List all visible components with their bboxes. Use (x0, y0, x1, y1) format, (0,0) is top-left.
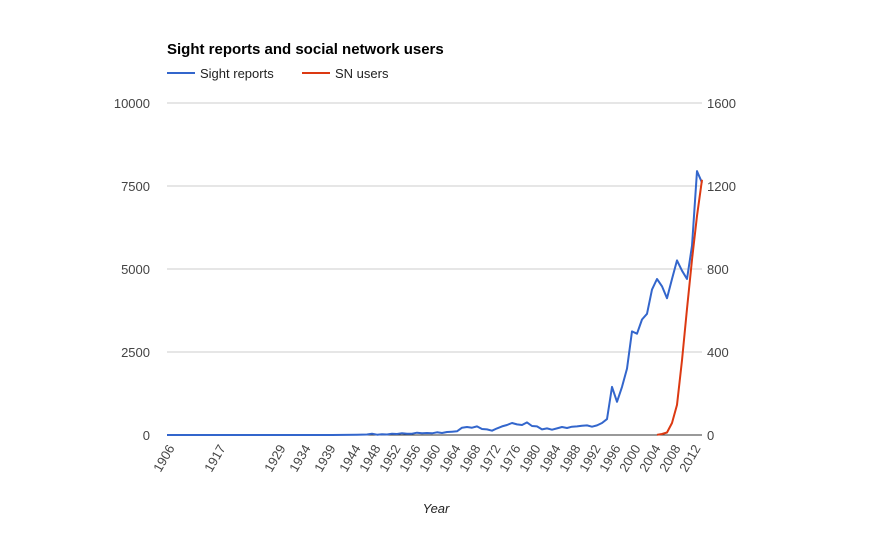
x-axis-title: Year (423, 501, 450, 516)
left-tick-label: 10000 (114, 96, 150, 111)
legend-item-sight-reports[interactable]: Sight reports (167, 66, 274, 81)
chart-title: Sight reports and social network users (167, 41, 444, 58)
left-axis-ticks: 0 2500 5000 7500 10000 (114, 96, 150, 443)
series-line-sn-users[interactable] (656, 179, 703, 436)
x-tick-label: 1929 (261, 442, 288, 475)
x-axis-ticks: 1906 1917 19291934193919441948195219561960… (150, 442, 703, 475)
right-tick-label: 400 (707, 345, 729, 360)
legend: Sight reports SN users (167, 66, 389, 81)
left-tick-label: 7500 (121, 179, 150, 194)
right-axis-ticks: 0 400 800 1200 1600 (707, 96, 736, 443)
legend-label-sight-reports: Sight reports (200, 66, 274, 81)
legend-item-sn-users[interactable]: SN users (302, 66, 389, 81)
left-tick-label: 0 (143, 428, 150, 443)
x-tick-label: 1934 (286, 442, 313, 475)
x-tick-label: 1917 (201, 442, 228, 475)
right-tick-label: 1600 (707, 96, 736, 111)
right-tick-label: 800 (707, 262, 729, 277)
x-tick-label: 2012 (676, 442, 703, 475)
x-tick-label: 1906 (150, 442, 177, 475)
legend-label-sn-users: SN users (335, 66, 389, 81)
right-tick-label: 1200 (707, 179, 736, 194)
left-tick-label: 2500 (121, 345, 150, 360)
series-lines (167, 170, 703, 436)
right-tick-label: 0 (707, 428, 714, 443)
series-line-sight-reports[interactable] (167, 170, 703, 436)
x-tick-label: 1939 (311, 442, 338, 475)
left-tick-label: 5000 (121, 262, 150, 277)
